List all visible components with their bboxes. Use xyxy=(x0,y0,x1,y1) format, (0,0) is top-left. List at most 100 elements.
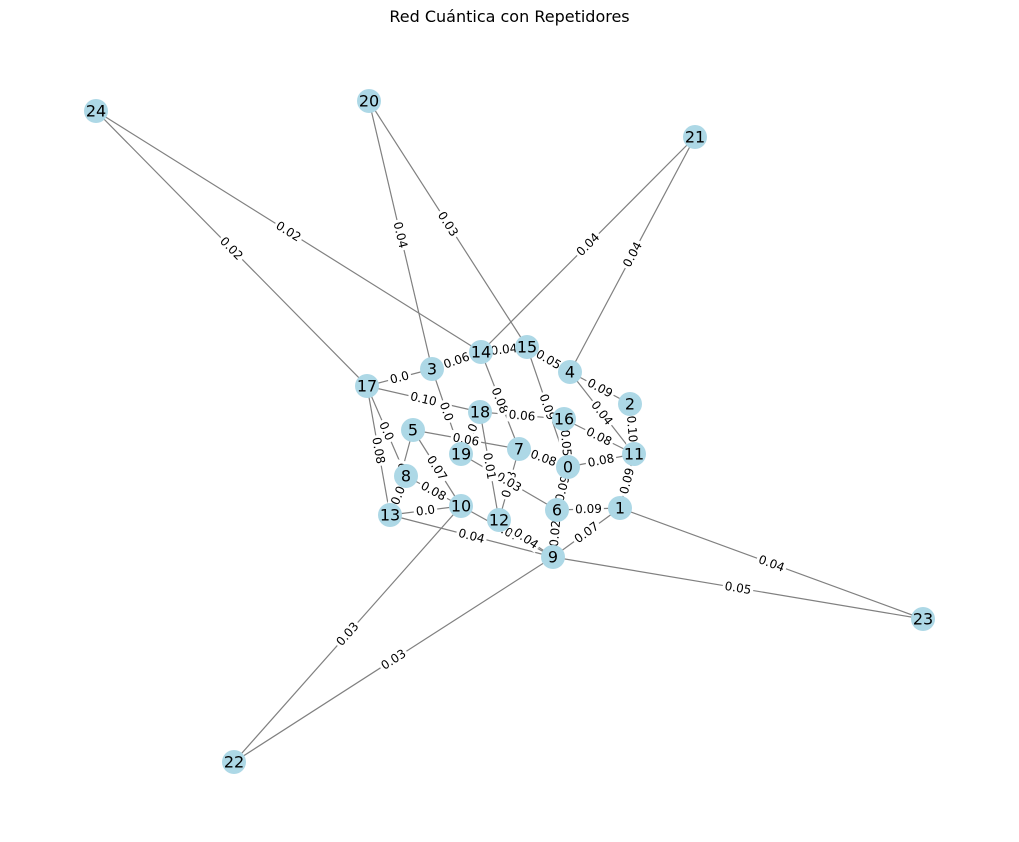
edge-weight-label: 0.08 xyxy=(584,424,614,448)
node-7: 7 xyxy=(507,437,531,461)
node-label: 15 xyxy=(517,338,537,357)
node-24: 24 xyxy=(84,99,108,123)
edge-weight-label: 0.04 xyxy=(490,341,518,358)
edge-label-22-9: 0.03 xyxy=(376,645,411,674)
node-21: 21 xyxy=(683,125,707,149)
edge-label-17-18: 0.10 xyxy=(406,388,441,410)
edge-label-7-0: 0.08 xyxy=(526,446,561,470)
node-23: 23 xyxy=(911,607,935,631)
edge-label-8-13: 0.0 xyxy=(387,481,409,510)
node-circle xyxy=(556,455,580,479)
edges-layer xyxy=(95,100,924,763)
edge-weight-label: 0.06 xyxy=(508,407,536,423)
edge-label-18-16: 0.06 xyxy=(506,407,538,424)
node-5: 5 xyxy=(401,418,425,442)
edge-weight-label: 0.09 xyxy=(552,474,572,503)
edge-label-0-6: 0.09 xyxy=(551,471,574,506)
node-circle xyxy=(84,99,108,123)
edge-label-23-1: 0.04 xyxy=(754,551,789,576)
node-label: 4 xyxy=(565,363,575,382)
node-11: 11 xyxy=(622,442,646,466)
node-label: 19 xyxy=(451,445,471,464)
node-label: 5 xyxy=(408,421,418,440)
node-circle xyxy=(222,750,246,774)
edge-label-4-2: 0.09 xyxy=(583,374,617,402)
edge-label-6-9: 0.02 xyxy=(546,517,564,550)
node-circle xyxy=(552,407,576,431)
edge-label-23-9: 0.05 xyxy=(721,578,755,598)
node-circle xyxy=(487,508,511,532)
node-circle xyxy=(558,360,582,384)
node-0: 0 xyxy=(556,455,580,479)
edge-weight-label: 0.04 xyxy=(391,220,411,249)
edge-weight-label: 0.10 xyxy=(409,389,438,409)
node-label: 7 xyxy=(514,440,524,459)
node-8: 8 xyxy=(394,464,418,488)
edge-weight-label: 0.02 xyxy=(547,520,563,548)
node-circle xyxy=(357,89,381,113)
edge-label-1-9: 0.07 xyxy=(569,517,604,548)
node-14: 14 xyxy=(469,340,493,364)
edge-label-11-1: 0.09 xyxy=(616,464,638,498)
node-4: 4 xyxy=(558,360,582,384)
edge-label-13-10: 0.0 xyxy=(412,502,439,519)
node-circle xyxy=(911,607,935,631)
node-label: 23 xyxy=(913,610,933,629)
node-9: 9 xyxy=(541,545,565,569)
edge-label-3-19: 0.0 xyxy=(436,398,457,425)
node-circle xyxy=(378,503,402,527)
edge-label-17-13: 0.08 xyxy=(368,434,389,467)
node-3: 3 xyxy=(420,357,444,381)
node-circle xyxy=(449,494,473,518)
node-label: 12 xyxy=(489,511,509,530)
edge-labels-layer: 0.020.02 0.04 0.030.04 0.040.030.030.040.05… xyxy=(215,207,789,674)
node-1: 1 xyxy=(608,496,632,520)
edge-label-2-11: 0.10 xyxy=(623,413,641,445)
node-circle xyxy=(618,392,642,416)
node-circle xyxy=(541,545,565,569)
node-12: 12 xyxy=(487,508,511,532)
edge-label-17-3: 0.0 xyxy=(386,367,413,388)
edge-weight-label: 0.10 xyxy=(624,415,640,443)
node-15: 15 xyxy=(515,335,539,359)
edge-label-24-14: 0.02 xyxy=(271,217,306,246)
edge-label-16-0: 0.05 xyxy=(557,427,575,459)
node-circle xyxy=(449,442,473,466)
edge-label-17-8: 0.0 xyxy=(375,417,398,445)
edge-weight-label: 0.04 xyxy=(457,526,486,546)
node-10: 10 xyxy=(449,494,473,518)
edge-weight-label: 0.0 xyxy=(437,400,456,423)
edge-label-20-3: 0.04 xyxy=(390,218,411,252)
edge-weight-label: 0.06 xyxy=(442,350,472,372)
edge-weight-label: 0.05 xyxy=(558,429,574,457)
node-label: 21 xyxy=(685,128,705,147)
node-17: 17 xyxy=(355,374,379,398)
node-label: 2 xyxy=(625,395,635,414)
node-label: 20 xyxy=(359,92,379,111)
node-22: 22 xyxy=(222,750,246,774)
node-label: 14 xyxy=(471,343,491,362)
edge-label-16-11: 0.08 xyxy=(582,423,616,450)
edge-weight-label: 0.0 xyxy=(376,419,396,442)
node-circle xyxy=(507,437,531,461)
edge-label-12-18: 0.01 xyxy=(479,449,500,483)
node-label: 3 xyxy=(427,360,437,379)
node-label: 9 xyxy=(548,548,558,567)
node-circle xyxy=(355,374,379,398)
edge-weight-label: 0.0 xyxy=(388,484,408,507)
node-label: 17 xyxy=(357,377,377,396)
edge-weight-label: 0.08 xyxy=(587,451,616,470)
edge-label-3-14: 0.06 xyxy=(439,348,474,373)
node-label: 1 xyxy=(615,499,625,518)
node-circle xyxy=(469,340,493,364)
node-label: 0 xyxy=(563,458,573,477)
edge-label-21-4: 0.04 xyxy=(619,237,646,272)
node-label: 18 xyxy=(470,403,490,422)
node-circle xyxy=(394,464,418,488)
node-circle xyxy=(608,496,632,520)
node-13: 13 xyxy=(378,503,402,527)
edge-label-1-6: 0.09 xyxy=(572,501,605,517)
edge-weight-label: 0.09 xyxy=(575,502,602,517)
